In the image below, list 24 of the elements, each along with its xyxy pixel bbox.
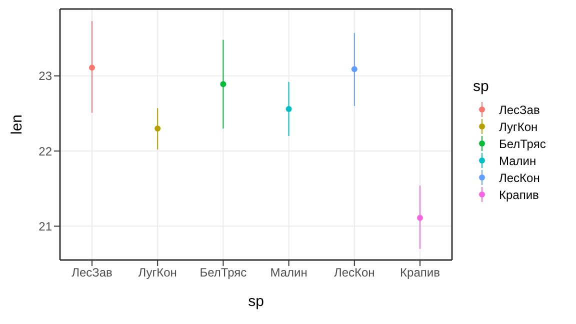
x-tick-label: ЛугКон [138,266,177,280]
y-tick-label: 22 [38,144,52,158]
legend-label: ЛесКон [499,170,540,184]
point [154,125,161,132]
x-tick-label: ЛесЗав [72,266,112,280]
legend-label: БелТряс [499,136,546,150]
point [417,214,423,221]
legend-label: Крапив [499,188,539,202]
legend-label: ЛугКон [499,120,538,134]
legend-label: ЛесЗав [499,102,540,116]
point [220,81,226,88]
y-tick-label: 23 [38,69,52,84]
x-tick-label: БелТряс [200,266,247,280]
x-axis-title: sp [248,293,264,310]
x-tick-label: ЛесКон [334,266,375,280]
point [286,106,292,112]
point [89,64,95,71]
x-tick-label: Крапив [400,266,440,280]
point [351,66,358,72]
legend-title: sp [473,78,490,95]
y-axis-title: len [8,114,26,134]
legend-label: Малин [499,154,536,168]
x-tick-label: Малин [270,266,308,280]
y-tick-label: 21 [38,219,52,234]
